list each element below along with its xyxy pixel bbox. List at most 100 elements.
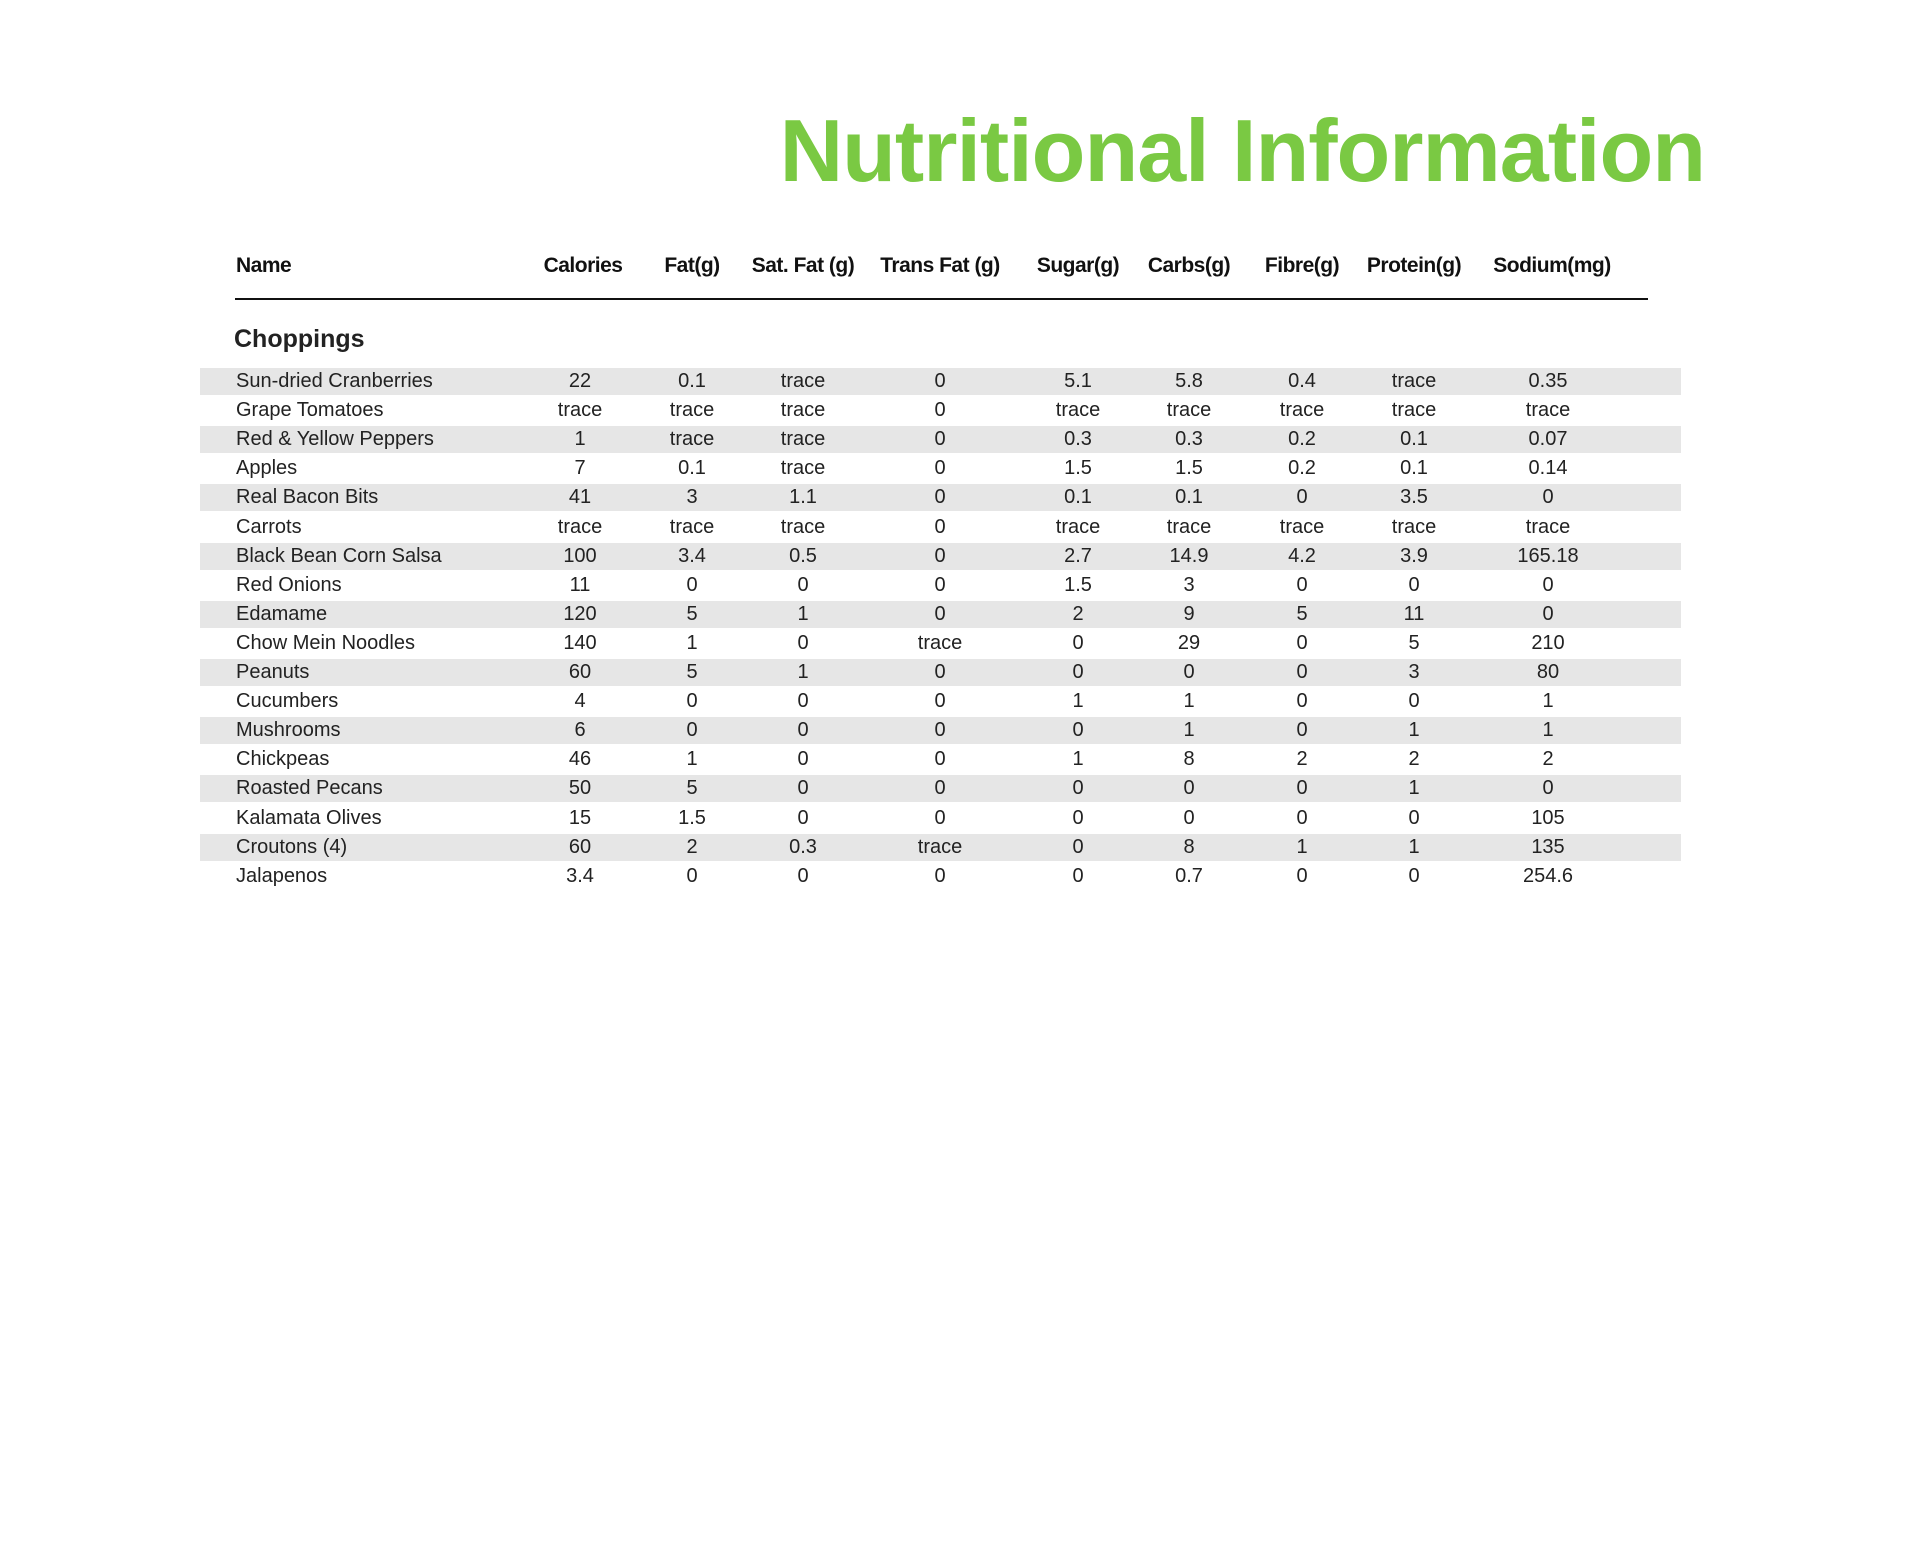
- cell-fibre-g: 0: [1296, 690, 1308, 713]
- cell-fibre-g: 2: [1296, 748, 1308, 771]
- item-name: Chow Mein Noodles: [236, 631, 415, 654]
- cell-fat-g: 5: [686, 661, 698, 683]
- cell-calories: 140: [563, 631, 597, 654]
- cell-sodium-mg: trace: [1525, 399, 1571, 422]
- cell-fat-g: trace: [669, 515, 715, 538]
- cell-trans-fat-g: 0: [934, 806, 946, 829]
- cell-fat-g: 0.1: [678, 370, 706, 392]
- cell-trans-fat-g: 0: [934, 748, 946, 771]
- cell-sat-fat-g: 0.5: [789, 544, 817, 567]
- cell-carbs-g: 3: [1183, 573, 1195, 596]
- table-row: Chow Mein Noodles 140 1 0 trace 0 29 0 5 210: [200, 630, 1681, 657]
- section-heading: Choppings: [234, 325, 365, 353]
- cell-sat-fat-g: 0.3: [789, 835, 817, 858]
- item-name: Sun-dried Cranberries: [236, 370, 433, 392]
- cell-calories: 11: [569, 573, 591, 596]
- cell-sat-fat-g: 0: [797, 690, 809, 713]
- page-title: Nutritional Information: [779, 101, 1706, 200]
- cell-trans-fat-g: 0: [934, 515, 946, 538]
- cell-fat-g: 0.1: [678, 457, 706, 480]
- cell-fat-g: trace: [669, 428, 715, 451]
- cell-sugar-g: 2.7: [1064, 544, 1092, 567]
- cell-carbs-g: 0: [1183, 777, 1195, 800]
- column-header: Sugar(g): [1036, 254, 1120, 277]
- cell-protein-g: 1: [1408, 777, 1420, 800]
- table-row: Sun-dried Cranberries 22 0.1 trace 0 5.1 5.8 0.…: [200, 368, 1681, 395]
- cell-carbs-g: 0.1: [1175, 486, 1203, 509]
- cell-calories: 50: [568, 777, 592, 800]
- table-row: Black Bean Corn Salsa 100 3.4 0.5 0 2.7 14.9 4.…: [200, 542, 1681, 570]
- item-name: Carrots: [236, 515, 302, 538]
- item-name: Grape Tomatoes: [236, 399, 384, 422]
- cell-trans-fat-g: 0: [934, 486, 946, 509]
- cell-protein-g: 0: [1408, 806, 1420, 829]
- cell-fibre-g: 0: [1296, 777, 1308, 800]
- cell-carbs-g: trace: [1166, 399, 1212, 422]
- cell-protein-g: 0: [1408, 864, 1420, 887]
- column-header: Calories: [543, 254, 623, 277]
- cell-fibre-g: 0: [1296, 719, 1308, 742]
- cell-fat-g: 0: [686, 573, 698, 596]
- cell-protein-g: 3: [1408, 661, 1420, 683]
- cell-fat-g: 1: [686, 631, 698, 654]
- table-row: Carrots trace trace trace 0 trace trace trace tr…: [200, 514, 1681, 541]
- cell-sat-fat-g: 0: [797, 631, 809, 654]
- cell-fat-g: 1: [686, 748, 698, 771]
- cell-calories: 120: [563, 602, 597, 625]
- cell-sodium-mg: 80: [1536, 661, 1560, 683]
- table-row: Roasted Pecans 50 5 0 0 0 0 0 1 0: [200, 775, 1681, 803]
- cell-carbs-g: 8: [1183, 748, 1195, 771]
- cell-carbs-g: 9: [1183, 602, 1195, 625]
- item-name: Red Onions: [236, 573, 342, 596]
- cell-trans-fat-g: 0: [934, 719, 946, 742]
- table-row: Red & Yellow Peppers 1 trace trace 0 0.3 0.3 0.…: [200, 426, 1681, 454]
- cell-carbs-g: 0: [1183, 661, 1195, 683]
- cell-sugar-g: 0: [1072, 777, 1084, 800]
- cell-carbs-g: trace: [1166, 515, 1212, 538]
- cell-calories: trace: [557, 399, 603, 422]
- cell-protein-g: 3.5: [1400, 486, 1428, 509]
- item-name: Jalapenos: [236, 864, 328, 887]
- cell-trans-fat-g: 0: [934, 602, 946, 625]
- cell-sodium-mg: 1: [1542, 690, 1554, 713]
- cell-protein-g: 3.9: [1400, 544, 1428, 567]
- cell-calories: 1: [574, 428, 586, 451]
- cell-sat-fat-g: trace: [780, 515, 826, 538]
- cell-fibre-g: 4.2: [1288, 544, 1316, 567]
- cell-fibre-g: 0: [1296, 486, 1308, 509]
- cell-sugar-g: 0: [1072, 806, 1084, 829]
- cell-sodium-mg: 165.18: [1517, 544, 1579, 567]
- cell-fat-g: 0: [686, 690, 698, 713]
- header-divider: [235, 298, 1648, 300]
- cell-sat-fat-g: trace: [780, 428, 826, 451]
- column-header: Name: [236, 254, 292, 277]
- table-row: Croutons (4) 60 2 0.3 trace 0 8 1 1 135: [200, 833, 1681, 861]
- cell-sat-fat-g: 0: [797, 748, 809, 771]
- cell-fat-g: 2: [686, 835, 698, 858]
- item-name: Red & Yellow Peppers: [236, 428, 434, 451]
- table-row: Edamame 120 5 1 0 2 9 5 11 0: [200, 600, 1681, 628]
- cell-sugar-g: 0.3: [1064, 428, 1092, 451]
- cell-fat-g: 0: [686, 864, 698, 887]
- item-name: Mushrooms: [236, 719, 341, 742]
- cell-fat-g: 3.4: [678, 544, 706, 567]
- table-row: Real Bacon Bits 41 3 1.1 0 0.1 0.1 0 3.5 0: [200, 484, 1681, 512]
- cell-trans-fat-g: trace: [917, 835, 963, 858]
- column-header: Carbs(g): [1147, 254, 1231, 277]
- cell-sat-fat-g: 0: [797, 864, 809, 887]
- item-name: Cucumbers: [236, 690, 339, 713]
- cell-sugar-g: 1.5: [1064, 573, 1092, 596]
- table-row: Red Onions 11 0 0 0 1.5 3 0 0 0: [200, 572, 1681, 599]
- cell-carbs-g: 1: [1183, 690, 1195, 713]
- cell-protein-g: trace: [1391, 515, 1437, 538]
- cell-trans-fat-g: 0: [934, 864, 946, 887]
- cell-carbs-g: 14.9: [1169, 544, 1209, 567]
- cell-sat-fat-g: 0: [797, 573, 809, 596]
- item-name: Edamame: [236, 602, 328, 625]
- cell-fibre-g: 0.2: [1288, 428, 1316, 451]
- cell-carbs-g: 0: [1183, 806, 1195, 829]
- cell-fibre-g: 0: [1296, 573, 1308, 596]
- cell-protein-g: 0.1: [1400, 457, 1428, 480]
- cell-calories: 41: [568, 486, 592, 509]
- cell-trans-fat-g: 0: [934, 690, 946, 713]
